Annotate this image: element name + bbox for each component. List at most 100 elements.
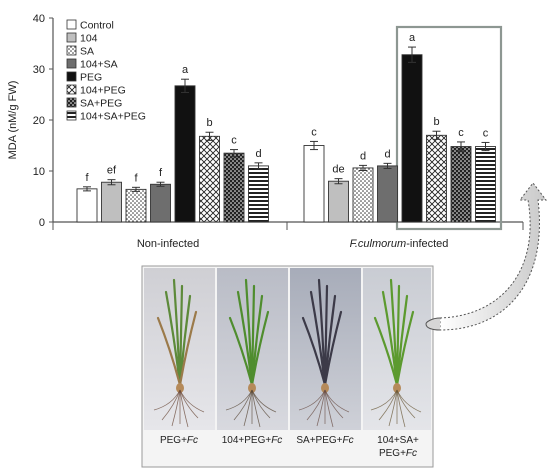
legend-swatch-6	[66, 97, 77, 108]
photo-panel: PEG+Fc 104+PEG+Fc SA+PEG+Fc 104+SA+ PEG+…	[141, 265, 434, 468]
seedling-3	[298, 278, 350, 428]
root	[153, 389, 181, 411]
letter-g1-2: d	[360, 150, 366, 162]
letter-g0-3: f	[159, 167, 163, 179]
legend: Control104SA104+SAPEG104+PEGSA+PEG104+SA…	[66, 19, 146, 123]
seed	[176, 383, 184, 393]
bar-g1-peg	[401, 54, 423, 223]
bar-g0-104	[101, 181, 122, 223]
bar-g1-sa	[352, 167, 374, 223]
seed	[248, 383, 256, 393]
letter-g0-1: ef	[107, 165, 117, 177]
leaf	[301, 316, 327, 387]
highlight-box	[395, 25, 503, 231]
group-label-infected: F.culmorum-infected	[350, 238, 449, 250]
legend-label-1: 104	[80, 33, 98, 45]
caption-3: SA+PEG+Fc	[296, 435, 353, 446]
leaf	[395, 310, 415, 387]
seedling-4	[370, 278, 422, 428]
seedling-2	[225, 278, 277, 428]
letter-g0-5: b	[206, 117, 212, 129]
pointer-arrow	[425, 182, 548, 331]
letter-g0-0: f	[85, 172, 89, 184]
bar-g1-104	[328, 180, 349, 223]
legend-swatch-0	[66, 19, 77, 30]
seedlings	[153, 278, 422, 428]
root	[316, 389, 326, 427]
y-tick-label-0: 0	[39, 217, 45, 229]
y-tick-label-10: 10	[33, 166, 45, 178]
letter-g0-6: c	[231, 135, 237, 147]
legend-label-6: SA+PEG	[80, 98, 122, 110]
legend-label-2: SA	[80, 46, 94, 58]
caption-4-line2: PEG+Fc	[379, 448, 417, 459]
root	[370, 389, 398, 411]
letter-g1-4: a	[409, 32, 416, 44]
caption-2: 104+PEG+Fc	[222, 435, 283, 446]
seed	[393, 383, 401, 393]
legend-swatch-5	[66, 84, 77, 95]
bar-g1-104-sa	[377, 165, 398, 223]
letter-g1-7: c	[483, 127, 489, 139]
arrow-body	[439, 182, 548, 331]
seed	[321, 383, 329, 393]
bar-g0-control	[76, 188, 98, 223]
root	[251, 389, 261, 428]
bar-g0-104-sa	[150, 183, 171, 223]
legend-label-3: 104+SA	[80, 59, 118, 71]
letter-g1-6: c	[458, 127, 464, 139]
root	[388, 389, 398, 427]
bar-g0-sa-peg	[223, 152, 245, 223]
root	[225, 389, 253, 411]
legend-swatch-2	[66, 45, 77, 56]
leaf	[178, 310, 198, 387]
legend-label-0: Control	[80, 20, 114, 32]
caption-1: PEG+Fc	[160, 435, 198, 446]
y-axis-label: MDA (nM/g FW)	[7, 81, 19, 160]
seedling-1	[153, 278, 205, 428]
legend-swatch-4	[66, 71, 77, 82]
arrow-tail	[425, 317, 441, 331]
letter-g0-7: d	[255, 148, 261, 160]
legend-swatch-1	[66, 32, 77, 43]
root	[179, 389, 205, 413]
root	[179, 389, 189, 428]
legend-label-4: PEG	[80, 72, 102, 84]
legend-swatch-7	[66, 110, 77, 121]
y-tick-label-30: 30	[33, 64, 45, 76]
legend-label-5: 104+PEG	[80, 85, 126, 97]
group-label-non-infected: Non-infected	[137, 238, 199, 250]
y-ticks: 0 10 20 30 40	[33, 13, 53, 229]
root	[324, 389, 334, 428]
root	[251, 389, 277, 413]
root	[324, 389, 350, 413]
leaf	[323, 310, 343, 387]
legend-swatch-3	[66, 58, 77, 69]
letter-g1-1: de	[332, 164, 344, 176]
y-tick-label-40: 40	[33, 13, 45, 25]
bar-g0-sa	[125, 188, 147, 223]
photo-1	[144, 268, 215, 430]
bars	[76, 46, 496, 223]
leaf	[228, 316, 254, 387]
letter-g0-2: f	[134, 172, 138, 184]
root	[298, 389, 326, 411]
bar-g1-sa-peg	[450, 146, 472, 223]
root	[396, 389, 406, 428]
caption-4-line1: 104+SA+	[377, 435, 419, 446]
letter-g0-4: a	[182, 64, 189, 76]
significance-letters: f ef f f a b c d c de d d a b c c	[85, 32, 488, 184]
y-tick-label-20: 20	[33, 115, 45, 127]
letter-g1-5: b	[433, 116, 439, 128]
leaf	[373, 316, 399, 387]
leaf	[156, 316, 182, 387]
bar-g0-104-sa-peg	[248, 165, 269, 223]
letter-g1-0: c	[311, 126, 317, 138]
root	[171, 389, 181, 427]
letter-g1-3: d	[384, 148, 390, 160]
bar-g1-control	[303, 145, 325, 223]
bar-g1-104-sa-peg	[475, 146, 496, 223]
root	[243, 389, 253, 427]
